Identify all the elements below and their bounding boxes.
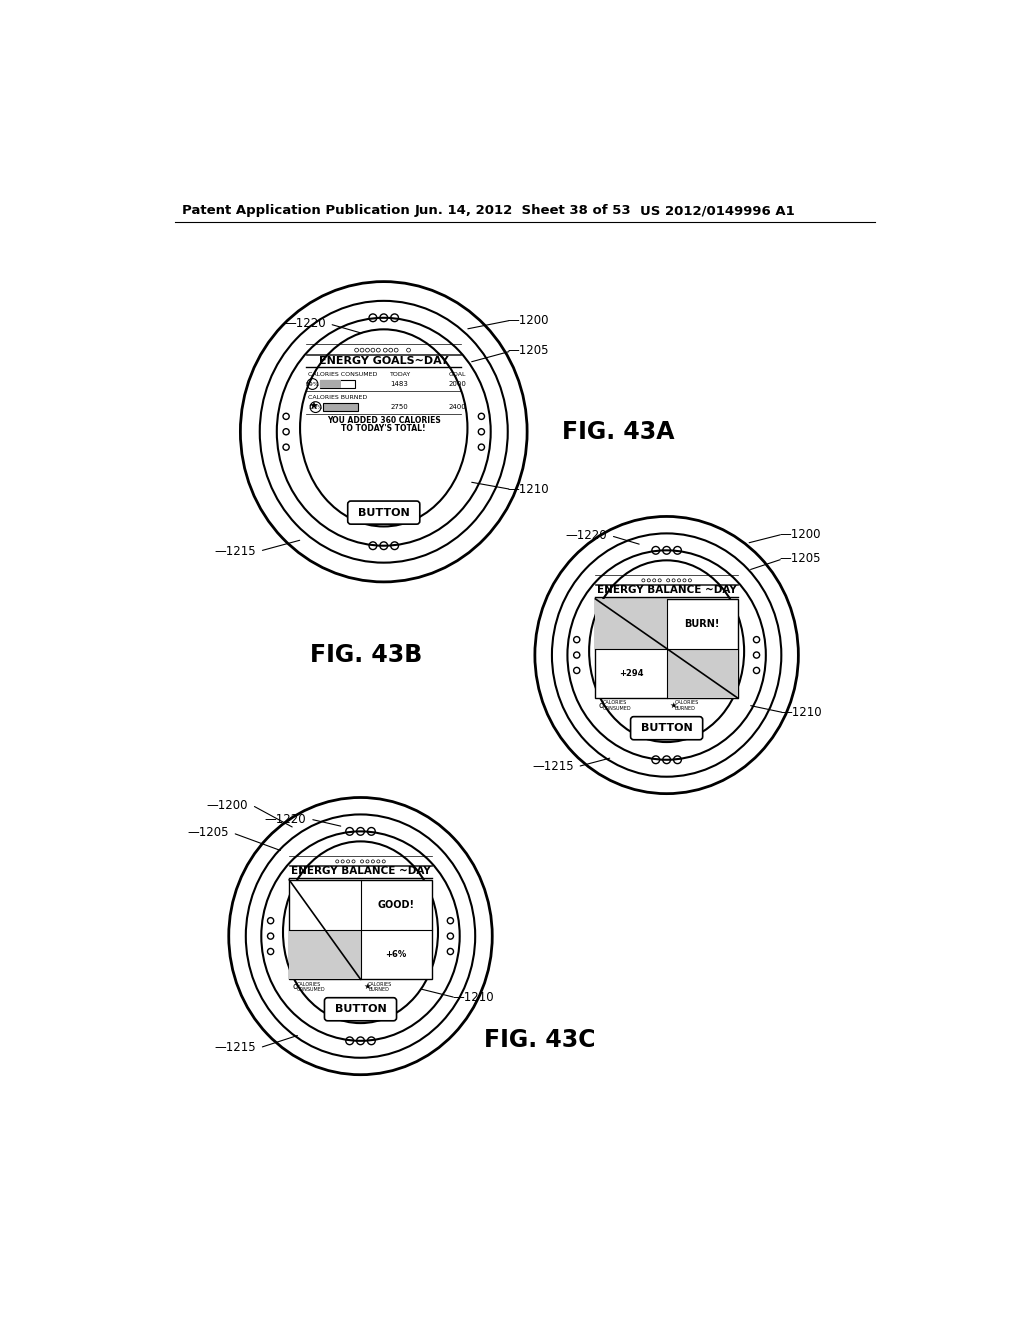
Text: ★: ★ [364, 982, 371, 991]
Ellipse shape [276, 318, 490, 545]
Text: TO TODAY'S TOTAL!: TO TODAY'S TOTAL! [341, 424, 426, 433]
Text: —1220: —1220 [264, 813, 306, 825]
Ellipse shape [228, 797, 493, 1074]
Text: +6%: +6% [385, 950, 407, 958]
Text: CALORIES
BURNED: CALORIES BURNED [675, 701, 698, 711]
Text: CALORIES
CONSUMED: CALORIES CONSUMED [603, 701, 632, 711]
Text: BALANCE: BALANCE [637, 569, 663, 574]
Text: GOALS: GOALS [355, 850, 374, 855]
Text: FIG. 43B: FIG. 43B [310, 643, 422, 667]
Text: GOALS: GOALS [377, 338, 398, 343]
Text: TIME: TIME [374, 850, 386, 855]
Text: o: o [292, 982, 297, 991]
Text: BALANCE: BALANCE [331, 850, 356, 855]
Text: BURN!: BURN! [685, 619, 720, 628]
FancyBboxPatch shape [348, 502, 420, 524]
Ellipse shape [552, 533, 781, 776]
Text: 59%: 59% [305, 381, 319, 387]
Text: 2750: 2750 [390, 404, 409, 411]
Text: —1205: —1205 [187, 826, 228, 840]
Ellipse shape [246, 814, 475, 1057]
Text: —1210: —1210 [780, 706, 822, 719]
Text: GOALS: GOALS [662, 569, 680, 574]
Text: 122%: 122% [308, 405, 323, 409]
Text: —1205: —1205 [779, 552, 820, 565]
Text: TIME: TIME [398, 338, 413, 343]
Bar [324, 403, 358, 412]
FancyBboxPatch shape [325, 998, 396, 1020]
Text: 2400: 2400 [449, 404, 466, 411]
Text: +294: +294 [618, 669, 643, 678]
Text: —1200: —1200 [207, 799, 248, 812]
Bar [289, 929, 360, 979]
Text: —1200: —1200 [779, 528, 820, 541]
Ellipse shape [300, 330, 467, 527]
Text: BUTTON: BUTTON [357, 508, 410, 517]
Text: BALANCE: BALANCE [352, 338, 381, 343]
Text: TIME: TIME [680, 569, 692, 574]
Text: Patent Application Publication: Patent Application Publication [182, 205, 410, 218]
Text: —1215: —1215 [214, 545, 256, 557]
Text: BUTTON: BUTTON [641, 723, 692, 733]
Ellipse shape [241, 281, 527, 582]
Ellipse shape [261, 832, 460, 1040]
Text: ★: ★ [670, 701, 677, 710]
Text: —1210: —1210 [508, 483, 549, 496]
Text: US 2012/0149996 A1: US 2012/0149996 A1 [640, 205, 795, 218]
Text: CALORIES
BURNED: CALORIES BURNED [369, 982, 392, 993]
Bar [321, 380, 355, 388]
Bar [667, 648, 738, 698]
Ellipse shape [567, 550, 766, 760]
Text: GOAL: GOAL [449, 371, 466, 376]
Text: GOOD!: GOOD! [378, 900, 415, 909]
Text: ENERGY BALANCE ~DAY: ENERGY BALANCE ~DAY [597, 585, 736, 595]
Text: —1220: —1220 [284, 317, 326, 330]
Text: FIG. 43C: FIG. 43C [484, 1028, 596, 1052]
Text: o: o [598, 701, 603, 710]
Bar [595, 599, 667, 648]
Text: BUTTON: BUTTON [335, 1005, 386, 1014]
Text: CALORIES CONSUMED: CALORIES CONSUMED [308, 371, 377, 376]
Text: —1215: —1215 [214, 1041, 256, 1055]
Text: —1210: —1210 [452, 991, 494, 1005]
Text: ★: ★ [308, 403, 317, 412]
Text: 2000: 2000 [449, 381, 466, 387]
Bar [595, 599, 738, 698]
Ellipse shape [535, 516, 799, 793]
Text: —1200: —1200 [508, 314, 549, 326]
Text: —1220: —1220 [565, 529, 607, 543]
Text: ENERGY BALANCE ~DAY: ENERGY BALANCE ~DAY [291, 866, 430, 876]
Bar [321, 380, 341, 388]
Text: CALORIES BURNED: CALORIES BURNED [308, 395, 367, 400]
FancyBboxPatch shape [631, 717, 702, 739]
Ellipse shape [283, 841, 438, 1023]
Text: 1483: 1483 [390, 381, 409, 387]
Text: —1205: —1205 [508, 345, 549, 358]
Bar [289, 880, 432, 979]
Text: TODAY: TODAY [390, 371, 412, 376]
Text: Jun. 14, 2012  Sheet 38 of 53: Jun. 14, 2012 Sheet 38 of 53 [415, 205, 632, 218]
Text: YOU ADDED 360 CALORIES: YOU ADDED 360 CALORIES [327, 416, 440, 425]
Ellipse shape [589, 560, 744, 742]
Text: CALORIES
CONSUMED: CALORIES CONSUMED [297, 982, 326, 993]
Text: ENERGY GOALS~DAY: ENERGY GOALS~DAY [318, 356, 449, 366]
Text: FIG. 43A: FIG. 43A [562, 420, 675, 444]
Ellipse shape [260, 301, 508, 562]
Text: —1215: —1215 [532, 760, 573, 774]
